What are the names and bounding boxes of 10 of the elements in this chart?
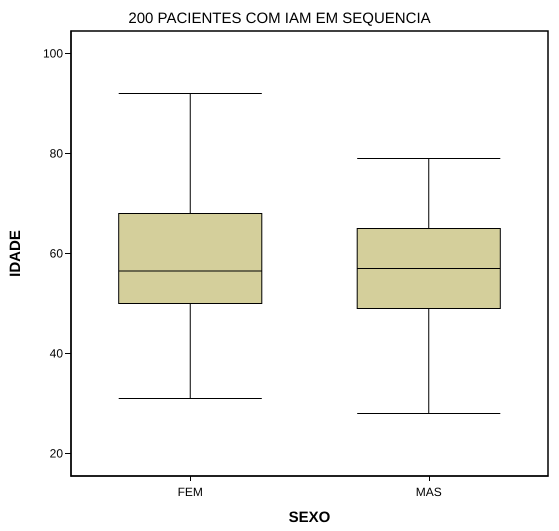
y-tick-label: 60	[50, 246, 64, 260]
y-tick-label: 80	[50, 146, 64, 160]
x-tick-label: MAS	[416, 485, 442, 499]
x-axis-title: SEXO	[288, 509, 331, 526]
y-tick-label: 40	[50, 346, 64, 360]
chart-title: 200 PACIENTES COM IAM EM SEQUENCIA	[128, 10, 431, 27]
y-tick-label: 100	[42, 46, 64, 60]
y-tick-label: 20	[50, 446, 64, 460]
y-axis-title: IDADE	[7, 230, 24, 277]
x-tick-label: FEM	[178, 485, 203, 499]
